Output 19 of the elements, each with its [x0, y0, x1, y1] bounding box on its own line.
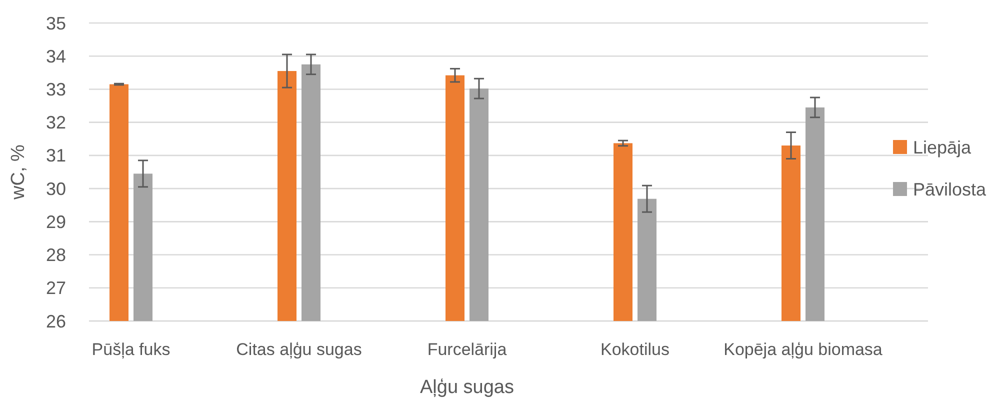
x-tick-label: Pūšļa fuks [92, 340, 170, 359]
y-tick-label: 32 [46, 112, 66, 133]
y-tick-label: 26 [46, 311, 66, 332]
y-tick-label: 27 [46, 278, 66, 298]
x-tick-label: Furcelārija [427, 340, 508, 359]
x-tick-label: Citas aļģu sugas [236, 340, 362, 359]
y-tick-label: 28 [46, 245, 66, 266]
x-tick-label: Kokotilus [600, 340, 670, 359]
x-tick-label: Kopēja aļģu biomasa [724, 340, 883, 359]
legend-label: Liepāja [913, 137, 972, 158]
y-tick-label: 34 [46, 46, 66, 66]
y-tick-label: 30 [46, 178, 66, 199]
y-tick-label: 31 [46, 146, 66, 166]
legend-label: Pāvilosta [913, 179, 988, 200]
y-tick-label: 35 [46, 13, 66, 34]
y-tick-label: 29 [46, 212, 66, 232]
x-axis-title: Aļģu sugas [420, 377, 514, 398]
y-axis-title: wC, % [8, 144, 29, 200]
y-tick-label: 33 [46, 80, 66, 100]
